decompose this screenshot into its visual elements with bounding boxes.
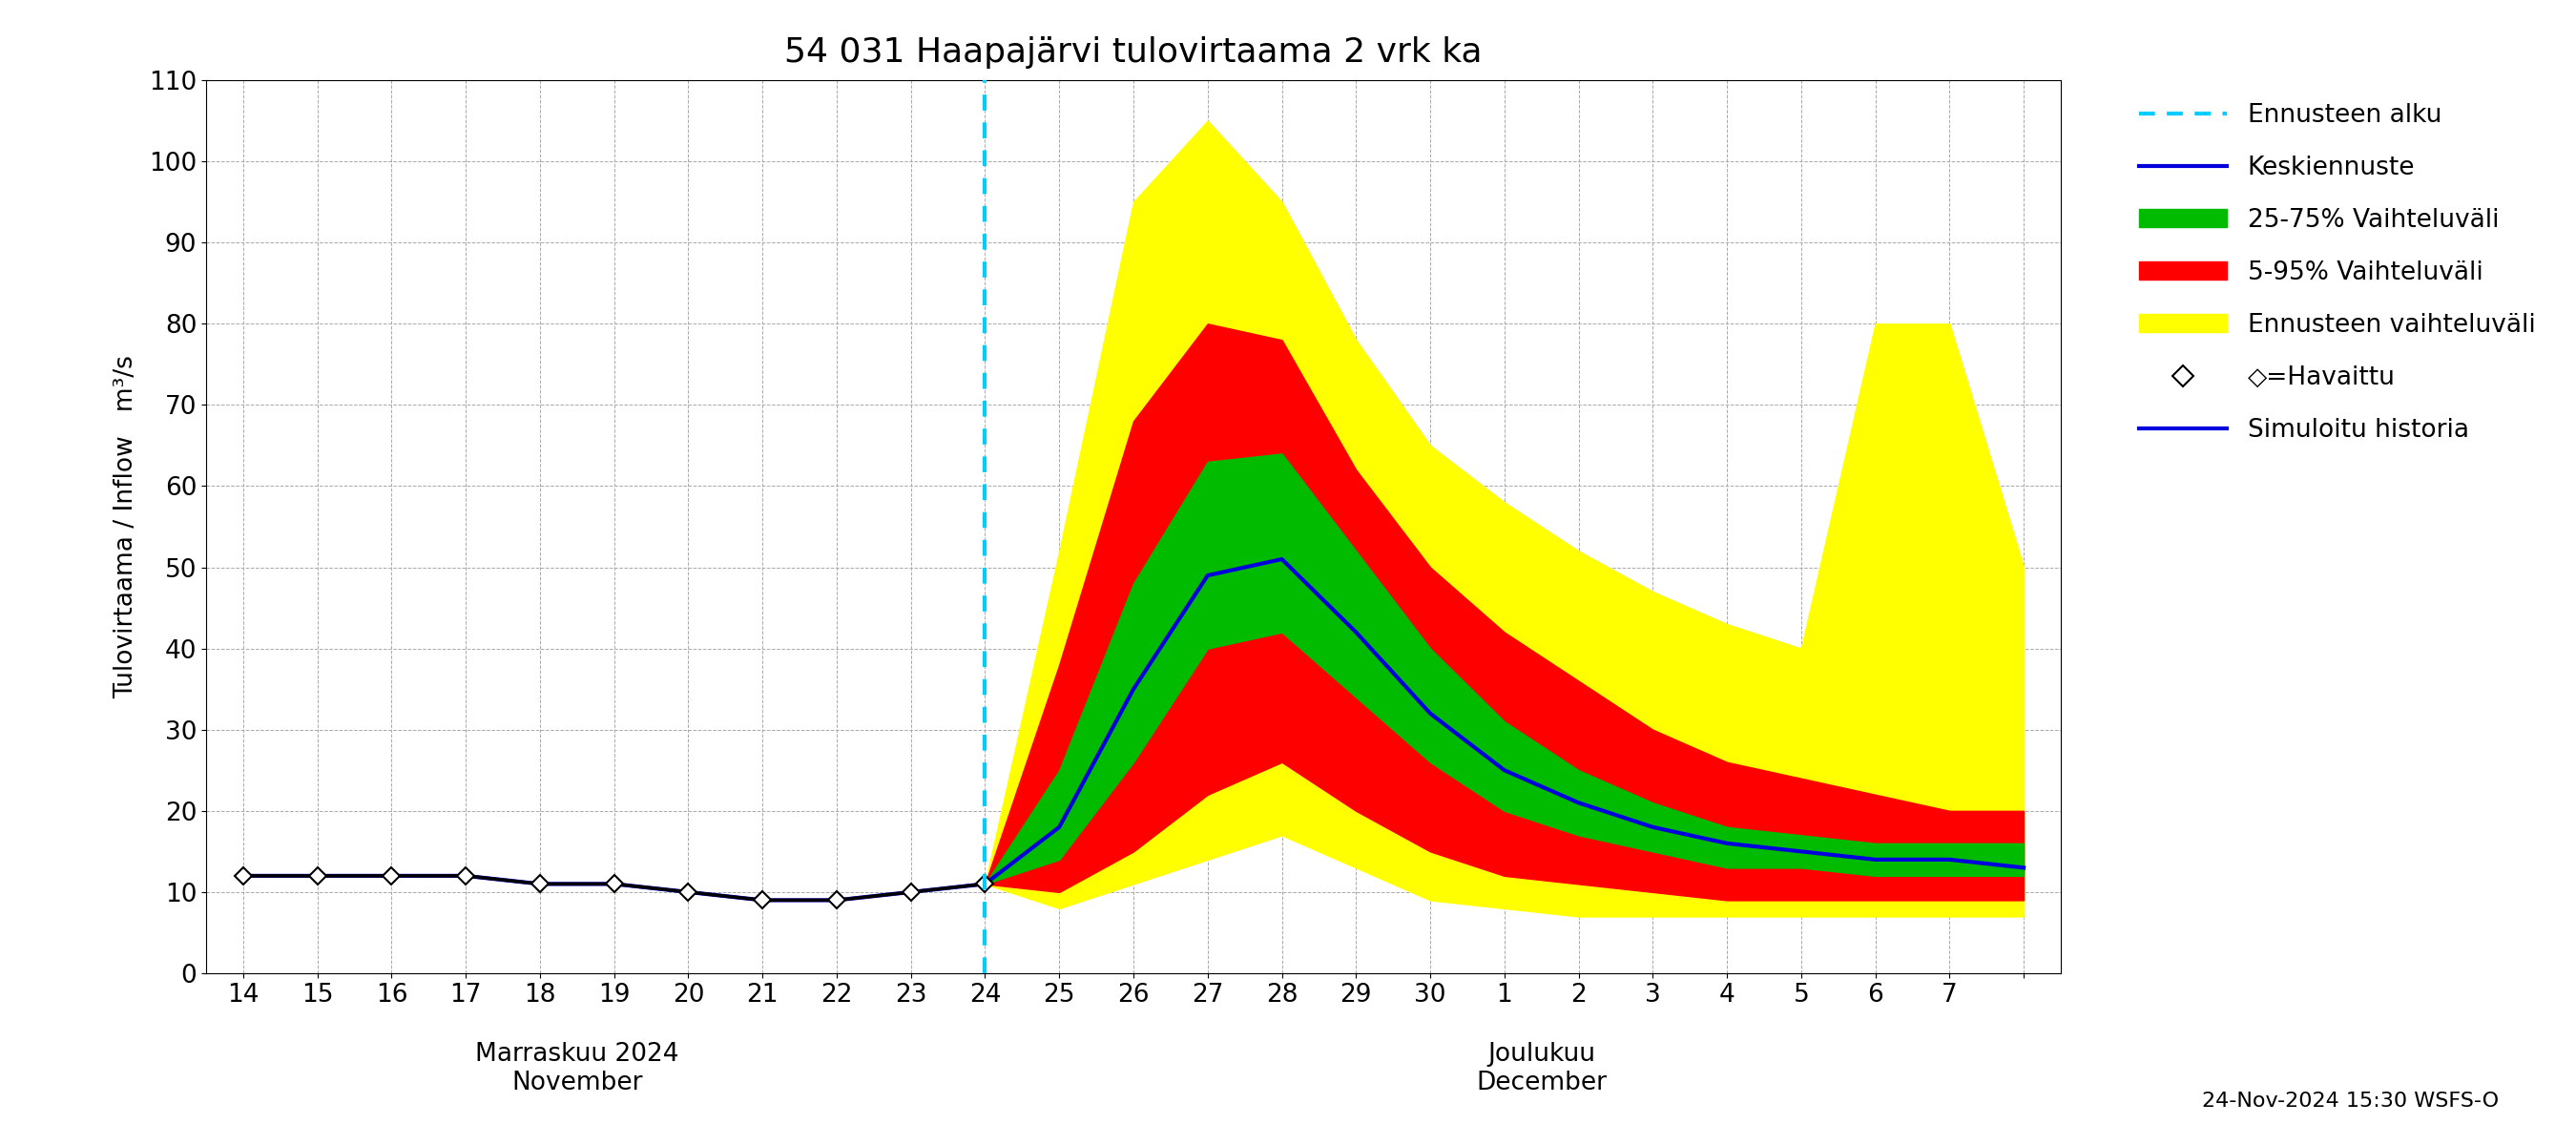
Text: Joulukuu
December: Joulukuu December [1476, 1042, 1607, 1096]
Text: Marraskuu 2024
November: Marraskuu 2024 November [474, 1042, 680, 1096]
Text: 24-Nov-2024 15:30 WSFS-O: 24-Nov-2024 15:30 WSFS-O [2202, 1091, 2499, 1111]
Legend: Ennusteen alku, Keskiennuste, 25-75% Vaihteluväli, 5-95% Vaihteluväli, Ennusteen: Ennusteen alku, Keskiennuste, 25-75% Vai… [2128, 93, 2545, 452]
Title: 54 031 Haapajärvi tulovirtaama 2 vrk ka: 54 031 Haapajärvi tulovirtaama 2 vrk ka [786, 35, 1481, 69]
Y-axis label: Tulovirtaama / Inflow   m³/s: Tulovirtaama / Inflow m³/s [113, 355, 139, 698]
